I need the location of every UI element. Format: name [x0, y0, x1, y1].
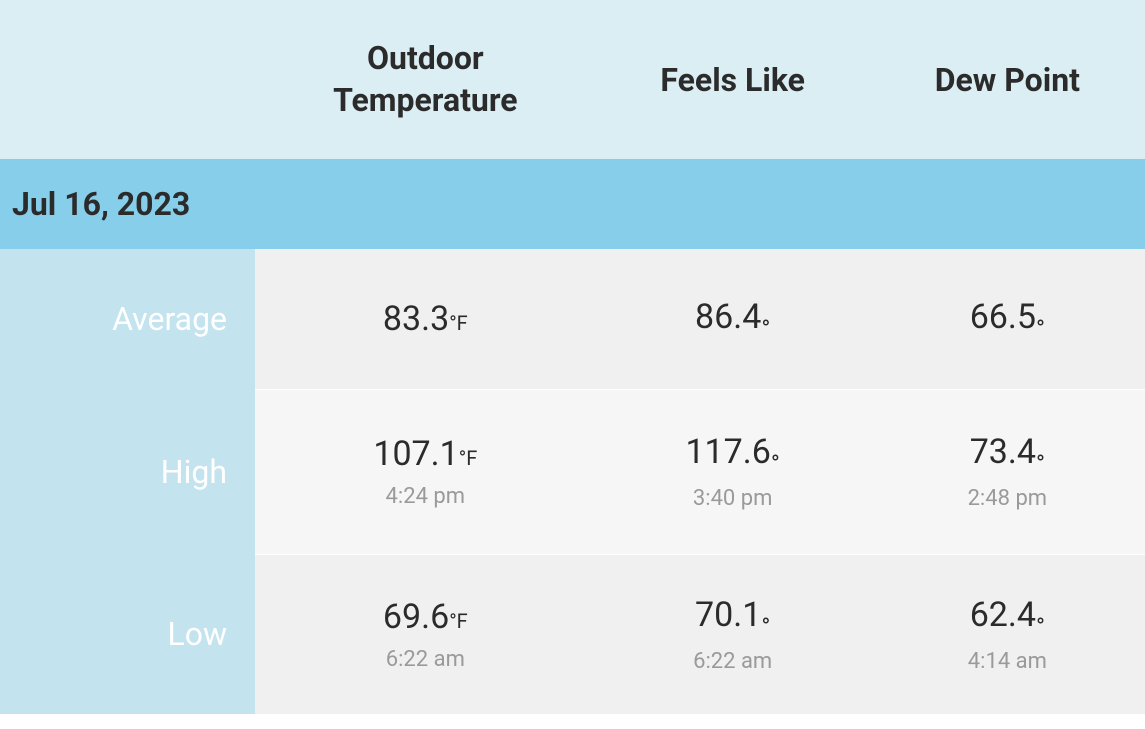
high-outdoor-unit: °F [459, 446, 478, 470]
cell-low-outdoor: 69.6°F 6:22 am [255, 554, 596, 714]
low-dew-unit: ° [1036, 613, 1045, 641]
cell-average-outdoor: 83.3°F [255, 249, 596, 389]
row-average-label: Average [0, 249, 255, 389]
header-outdoor-temperature: Outdoor Temperature [255, 0, 596, 159]
weather-summary-table: Outdoor Temperature Feels Like Dew Point… [0, 0, 1145, 714]
average-dew-value: 66.5 [970, 297, 1036, 337]
low-outdoor-unit: °F [449, 609, 468, 633]
low-outdoor-time: 6:22 am [386, 647, 465, 672]
table-header-row: Outdoor Temperature Feels Like Dew Point [0, 0, 1145, 159]
cell-average-dew: 66.5° [870, 249, 1145, 389]
high-feels-unit: ° [771, 450, 780, 478]
cell-high-dew: 73.4° 2:48 pm [870, 389, 1145, 554]
date-row: Jul 16, 2023 [0, 159, 1145, 249]
header-outdoor-line2: Temperature [333, 81, 517, 119]
low-feels-unit: ° [761, 613, 770, 641]
low-dew-time: 4:14 am [968, 649, 1047, 674]
high-dew-time: 2:48 pm [968, 486, 1048, 511]
cell-high-outdoor: 107.1°F 4:24 pm [255, 389, 596, 554]
low-feels-time: 6:22 am [693, 649, 772, 674]
high-dew-unit: ° [1036, 450, 1045, 478]
low-outdoor-value: 69.6 [383, 597, 449, 637]
average-feels-unit: ° [761, 315, 770, 343]
average-dew-unit: ° [1036, 315, 1045, 343]
date-label: Jul 16, 2023 [0, 159, 1145, 249]
low-feels-value: 70.1 [695, 595, 761, 635]
average-outdoor-value: 83.3 [383, 299, 449, 339]
row-high: High 107.1°F 4:24 pm 117.6° 3:40 pm [0, 389, 1145, 554]
header-dew-point: Dew Point [870, 0, 1145, 159]
high-outdoor-time: 4:24 pm [386, 484, 466, 509]
row-low-label: Low [0, 554, 255, 714]
average-outdoor-unit: °F [449, 311, 468, 335]
high-dew-value: 73.4 [970, 432, 1036, 472]
header-feels-like: Feels Like [596, 0, 870, 159]
cell-low-dew: 62.4° 4:14 am [870, 554, 1145, 714]
header-blank [0, 0, 255, 159]
row-average: Average 83.3°F 86.4° 66.5° [0, 249, 1145, 389]
row-high-label: High [0, 389, 255, 554]
cell-high-feels: 117.6° 3:40 pm [596, 389, 870, 554]
high-feels-value: 117.6 [685, 432, 770, 472]
cell-average-feels: 86.4° [596, 249, 870, 389]
high-outdoor-value: 107.1 [373, 434, 458, 474]
row-low: Low 69.6°F 6:22 am 70.1° 6:22 am [0, 554, 1145, 714]
high-feels-time: 3:40 pm [693, 486, 773, 511]
header-outdoor-line1: Outdoor [367, 39, 484, 77]
cell-low-feels: 70.1° 6:22 am [596, 554, 870, 714]
low-dew-value: 62.4 [970, 595, 1036, 635]
average-feels-value: 86.4 [695, 297, 761, 337]
